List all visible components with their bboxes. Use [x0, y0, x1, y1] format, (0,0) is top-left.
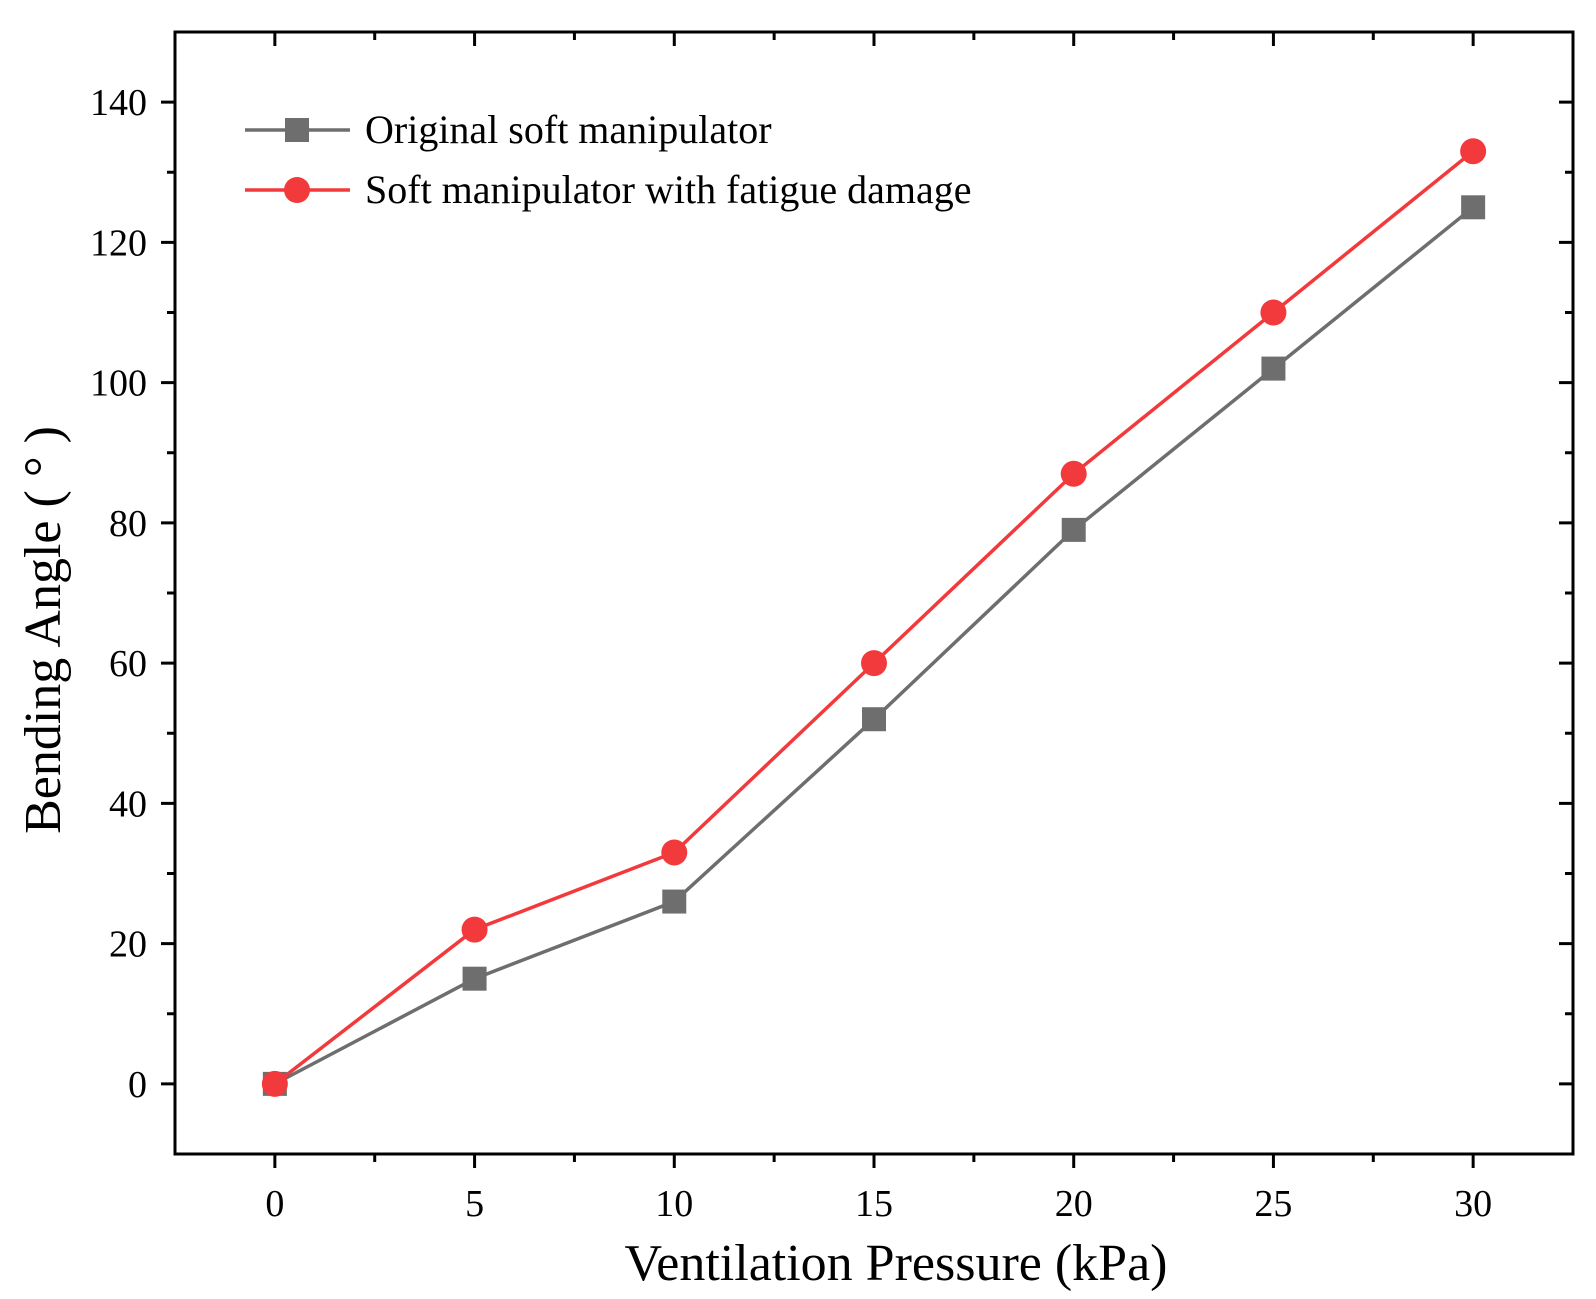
x-axis-title: Ventilation Pressure (kPa): [624, 1235, 1167, 1292]
data-point-square: [1461, 195, 1486, 220]
data-point-square: [1061, 517, 1086, 542]
y-tick-label: 140: [90, 82, 147, 124]
x-tick-label: 30: [1454, 1183, 1492, 1225]
y-tick-label: 20: [109, 924, 147, 966]
series-line: [273, 149, 1475, 1086]
data-point-circle: [1260, 299, 1287, 326]
data-point-circle: [261, 1070, 288, 1097]
data-point-square: [662, 889, 687, 914]
data-point-square: [1261, 356, 1286, 381]
series-layer: [261, 138, 1487, 1097]
series-line: [274, 205, 1475, 1086]
data-point-circle: [1460, 138, 1487, 165]
legend-marker-square: [285, 118, 309, 142]
y-tick-label: 40: [109, 783, 147, 825]
y-tick-label: 60: [109, 643, 147, 685]
axis-ticks: [161, 32, 1573, 1168]
x-tick-label: 10: [655, 1183, 693, 1225]
data-point-circle: [1060, 460, 1087, 487]
legend-marker-circle: [284, 177, 310, 203]
data-point-square: [462, 966, 487, 991]
y-axis-title: Bending Angle ( ° ): [15, 426, 72, 834]
data-point-circle: [861, 650, 887, 677]
x-tick-label: 0: [265, 1183, 284, 1225]
axis-tick-labels: 0 5 10 15 20 25 30 0 20 40 60 80 100 120 140: [90, 82, 1492, 1225]
y-tick-label: 0: [128, 1064, 147, 1106]
x-tick-label: 15: [855, 1183, 893, 1225]
data-point-square: [862, 707, 886, 732]
legend-item-2: Soft manipulator with fatigue damage: [245, 167, 972, 212]
x-tick-label: 20: [1055, 1183, 1093, 1225]
y-tick-label: 80: [109, 503, 147, 545]
series-2: [261, 138, 1487, 1097]
legend: Original soft manipulator Soft manipulato…: [245, 107, 972, 212]
legend-label: Original soft manipulator: [365, 107, 772, 152]
x-tick-label: 25: [1254, 1183, 1292, 1225]
data-point-circle: [461, 916, 488, 943]
data-point-circle: [661, 839, 688, 866]
y-tick-label: 100: [90, 363, 147, 405]
x-tick-label: 5: [465, 1183, 484, 1225]
y-tick-label: 120: [90, 222, 147, 264]
legend-label: Soft manipulator with fatigue damage: [365, 167, 972, 212]
legend-item-1: Original soft manipulator: [245, 107, 772, 152]
series-1: [262, 195, 1486, 1096]
